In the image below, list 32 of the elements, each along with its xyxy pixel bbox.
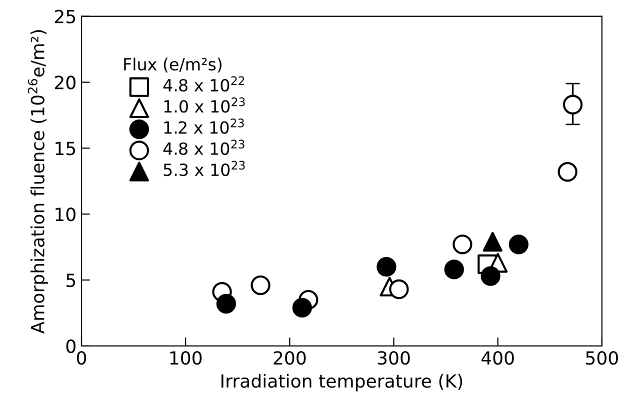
point [250, 275, 270, 296]
legend-label: 4.8 x 10$^{22}$ [163, 76, 244, 92]
x-tick-label: 300 [378, 351, 410, 365]
legend-label: 4.8 x 10$^{23}$ [163, 140, 244, 155]
legend-label: 1.2 x 10$^{23}$ [164, 118, 244, 134]
y-tick-label: 25 [54, 10, 76, 24]
legend-title: Flux (e/m²s) [124, 58, 222, 73]
point [216, 294, 236, 314]
point [389, 279, 409, 300]
point [558, 162, 578, 182]
x-axis-title: Irradiation temperature (K) [222, 374, 462, 392]
point [480, 266, 500, 286]
y-tick-label: 20 [54, 76, 76, 90]
x-tick-label: 200 [274, 351, 306, 365]
point [562, 94, 583, 114]
point [452, 234, 472, 254]
x-tick-label: 500 [586, 351, 618, 365]
y-tick-label: 10 [56, 208, 76, 222]
x-tick-label: 0 [76, 351, 86, 365]
y-tick-label: 15 [56, 142, 76, 156]
point [292, 298, 312, 318]
point [376, 257, 396, 277]
legend-label: 1.0 x 10$^{23}$ [164, 97, 245, 113]
point [508, 234, 528, 254]
y-axis-title: Amorphization fluence (10$^{26}$e/m²) [28, 30, 48, 334]
point [482, 232, 502, 252]
point [444, 260, 464, 280]
x-tick-label: 100 [170, 351, 202, 365]
y-tick-label: 5 [66, 274, 76, 288]
x-tick-label: 400 [481, 351, 514, 365]
legend-label: 5.3 x 10$^{23}$ [164, 160, 245, 176]
y-tick-label: 0 [66, 339, 76, 354]
